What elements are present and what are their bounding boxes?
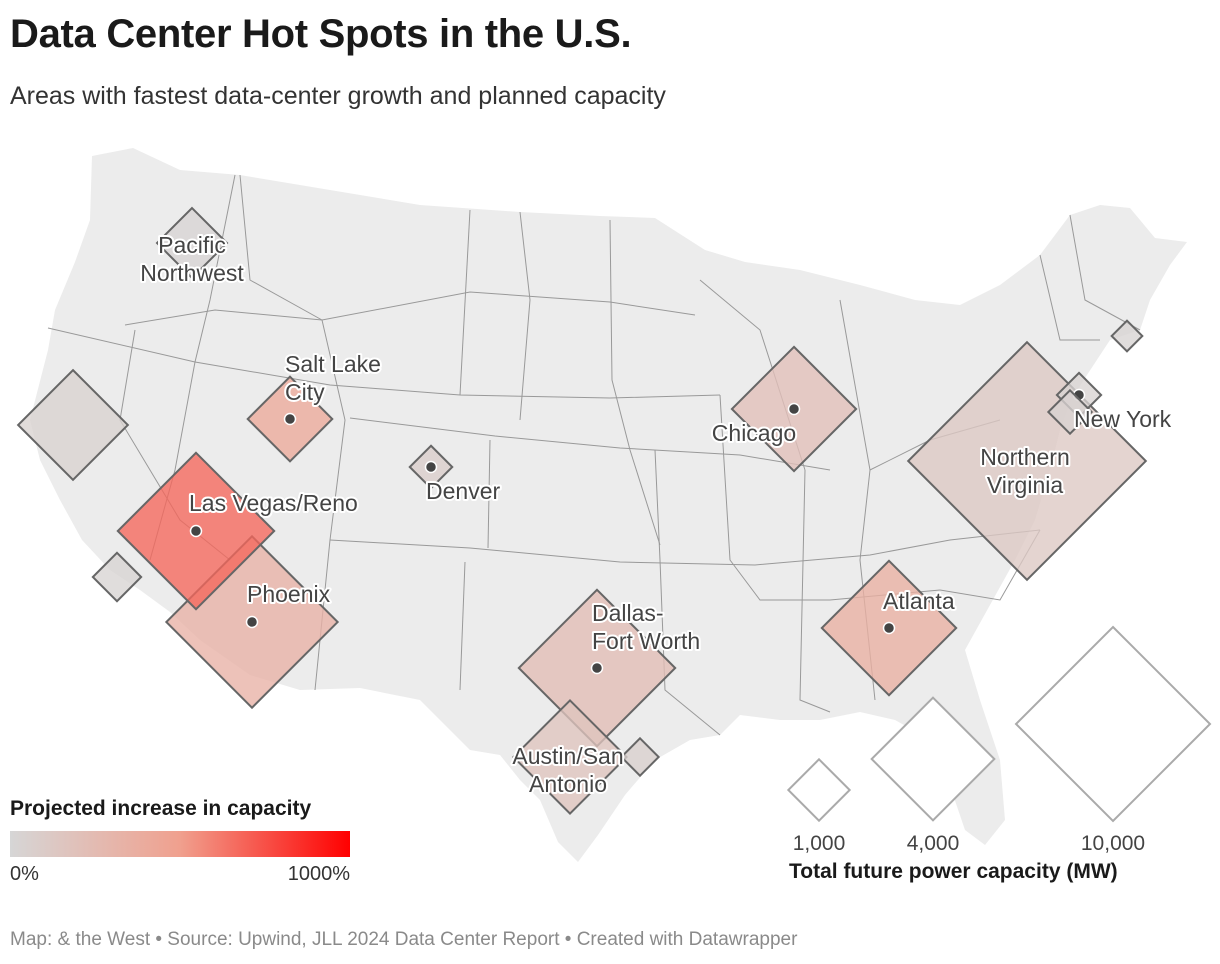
marker-northern-california <box>16 368 130 482</box>
state-border <box>459 561 466 691</box>
market-markers <box>16 206 1148 815</box>
label-dallas-fort-worth: Dallas-Fort Worth <box>592 600 700 654</box>
size-legend-diamond <box>870 696 996 822</box>
marker-dot-atlanta <box>882 621 896 635</box>
label-line: Antonio <box>529 771 607 797</box>
color-legend-gradient <box>10 831 350 857</box>
footer-credits: Map: & the West • Source: Upwind, JLL 20… <box>10 929 798 950</box>
label-phoenix: Phoenix <box>247 581 331 607</box>
state-border <box>329 529 1041 566</box>
label-line: Atlanta <box>883 588 955 614</box>
marker-northern-virginia <box>906 340 1148 582</box>
label-line: New York <box>1074 406 1172 432</box>
marker-pacific-northwest <box>155 206 229 280</box>
marker-new-jersey <box>1046 388 1094 436</box>
marker-dot-dallas-fort-worth <box>590 661 604 675</box>
label-line: Chicago <box>712 420 796 446</box>
label-line: Dallas- <box>592 600 664 626</box>
state-border <box>1069 214 1141 331</box>
label-salt-lake-city: Salt Lake City <box>285 351 381 405</box>
color-legend: Projected increase in capacity 0% 1000% <box>10 797 350 886</box>
marker-dot-salt-lake-city <box>283 412 297 426</box>
size-legend-label: 1,000 <box>793 832 846 855</box>
state-border <box>519 211 531 421</box>
state-border <box>47 327 721 399</box>
size-legend: 1,000 4,000 10,000 <box>786 625 1212 855</box>
size-legend-diamond <box>1014 625 1212 823</box>
color-legend-title: Projected increase in capacity <box>10 797 312 820</box>
label-line: Pacific <box>158 232 226 258</box>
label-line: Austin/San <box>512 743 623 769</box>
marker-houston <box>619 736 661 778</box>
label-chicago: Chicago <box>712 420 796 446</box>
label-line: City <box>285 379 325 405</box>
label-line: Northern <box>980 444 1069 470</box>
state-border <box>654 449 721 736</box>
marker-austin-san-antonio <box>512 699 628 815</box>
color-legend-ends: 0% 1000% <box>10 863 350 886</box>
label-austin-san-antonio: Austin/San Antonio <box>512 743 623 797</box>
marker-dot-phoenix <box>245 615 259 629</box>
size-legend-diamond <box>786 757 852 823</box>
marker-boston <box>1110 319 1144 353</box>
size-legend-label: 4,000 <box>907 832 960 855</box>
state-border <box>459 209 471 396</box>
label-new-york: New York <box>1074 406 1172 432</box>
chart-title: Data Center Hot Spots in the U.S. <box>10 12 632 56</box>
state-border <box>1039 254 1100 341</box>
chart-subtitle: Areas with fastest data-center growth an… <box>10 82 666 110</box>
market-labels: Pacific Northwest Salt Lake City Denver Las V… <box>138 230 1173 799</box>
label-atlanta: Atlanta <box>883 588 955 614</box>
label-las-vegas-reno: Las Vegas/Reno <box>189 490 358 516</box>
color-legend-min: 0% <box>10 863 39 885</box>
marker-dot-las-vegas-reno <box>189 524 203 538</box>
marker-southern-california <box>91 551 143 603</box>
color-legend-max: 1000% <box>287 863 350 885</box>
label-line: Northwest <box>140 260 244 286</box>
size-legend-title: Total future power capacity (MW) <box>789 860 1118 883</box>
label-line: Denver <box>426 478 500 504</box>
label-line: Las Vegas/Reno <box>189 490 358 516</box>
label-line: Fort Worth <box>592 628 700 654</box>
state-border <box>124 291 696 326</box>
state-border <box>349 417 831 471</box>
marker-dot-denver <box>424 460 438 474</box>
label-northern-virginia: Northern Virginia <box>980 444 1069 498</box>
label-line: Salt Lake <box>285 351 381 377</box>
size-legend-label: 10,000 <box>1081 832 1145 855</box>
label-line: Phoenix <box>247 581 331 607</box>
state-border <box>799 469 831 713</box>
state-border <box>487 439 491 549</box>
marker-dot-chicago <box>787 402 801 416</box>
label-denver: Denver <box>426 478 500 504</box>
state-border <box>609 219 661 546</box>
label-line: Virginia <box>987 472 1063 498</box>
state-border <box>239 174 323 321</box>
label-pacific-northwest: Pacific Northwest <box>140 232 244 286</box>
